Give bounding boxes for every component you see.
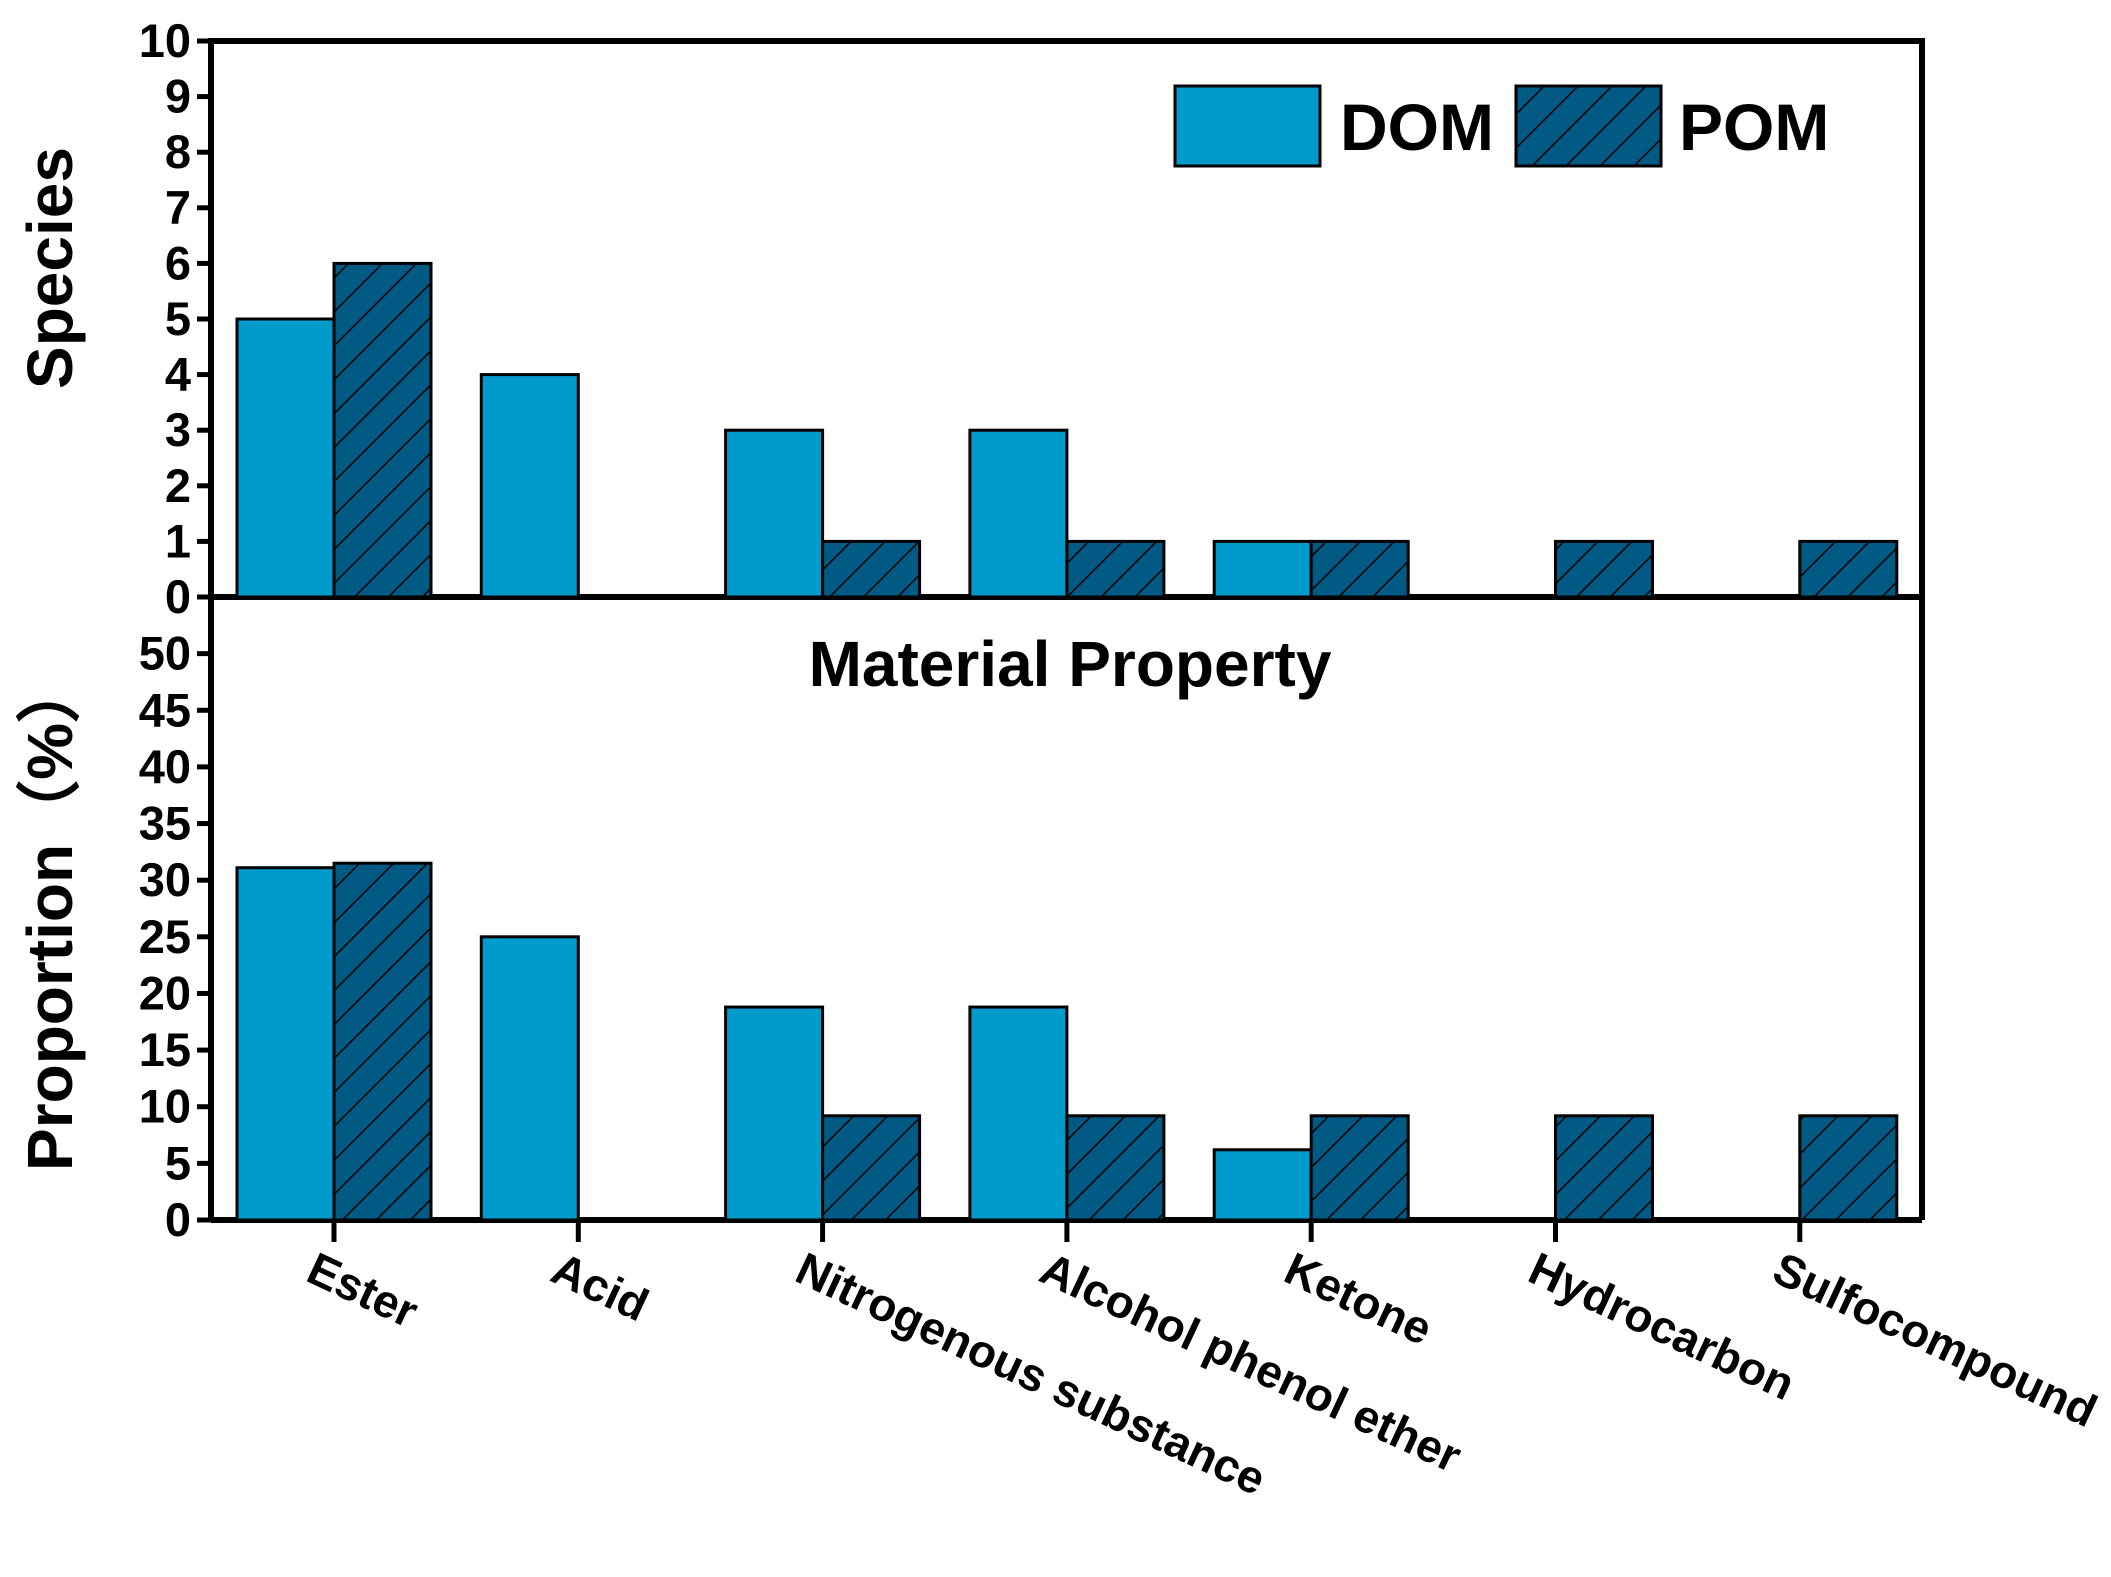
proportion-y-tick-label: 0 bbox=[165, 1193, 191, 1246]
species-bar-pom bbox=[1065, 539, 1166, 599]
proportion-y-tick-label: 45 bbox=[139, 683, 191, 736]
category-label: Sulfocompound bbox=[1766, 1242, 2105, 1437]
legend-swatch-pom bbox=[1514, 84, 1663, 168]
proportion-bar-pom bbox=[1798, 1114, 1899, 1222]
category-label: Ketone bbox=[1277, 1242, 1440, 1355]
species-y-tick-label: 2 bbox=[165, 459, 191, 512]
proportion-y-tick-label: 30 bbox=[139, 853, 191, 906]
species-bar-pom bbox=[332, 261, 433, 599]
species-bar-pom bbox=[1798, 539, 1899, 599]
legend-swatch-dom bbox=[1173, 84, 1322, 168]
species-bar-dom bbox=[235, 317, 336, 599]
species-bar-pom bbox=[1554, 539, 1654, 599]
proportion-bar-dom bbox=[968, 1005, 1069, 1222]
species-y-tick-label: 10 bbox=[139, 14, 191, 67]
species-y-tick-label: 6 bbox=[165, 236, 191, 289]
species-bar-dom bbox=[479, 373, 580, 599]
proportion-bar-pom bbox=[1065, 1114, 1166, 1222]
legend: DOM POM bbox=[1173, 84, 1829, 168]
species-y-tick-label: 3 bbox=[165, 403, 191, 456]
proportion-y-tick-label: 35 bbox=[139, 797, 191, 850]
proportion-bar-dom bbox=[724, 1005, 825, 1222]
proportion-bar-dom bbox=[235, 866, 336, 1222]
proportion-bar-pom bbox=[1554, 1114, 1654, 1222]
proportion-bar-dom bbox=[479, 935, 580, 1222]
species-bar-dom bbox=[724, 428, 825, 599]
species-y-tick-label: 8 bbox=[165, 125, 191, 178]
category-label: Hydrocarbon bbox=[1521, 1242, 1802, 1410]
species-bar-pom bbox=[821, 539, 922, 599]
material-property-title: Material Property bbox=[809, 628, 1332, 700]
proportion-y-tick-label: 40 bbox=[139, 740, 191, 793]
species-bar-dom bbox=[1212, 539, 1313, 599]
proportion-bar-pom bbox=[332, 861, 433, 1222]
legend-label-pom: POM bbox=[1679, 90, 1829, 164]
species-axis-title: Species bbox=[14, 147, 86, 389]
species-y-tick-label: 0 bbox=[165, 570, 191, 623]
category-label: Nitrogenous substance bbox=[788, 1242, 1273, 1505]
proportion-y-tick-label: 15 bbox=[139, 1023, 191, 1076]
species-bar-dom bbox=[968, 428, 1069, 599]
species-bar-pom bbox=[1309, 539, 1410, 599]
proportion-bar-pom bbox=[821, 1114, 922, 1222]
proportion-bar-pom bbox=[1309, 1114, 1410, 1222]
proportion-y-tick-label: 25 bbox=[139, 910, 191, 963]
proportion-y-tick-label: 20 bbox=[139, 966, 191, 1019]
proportion-y-tick-label: 5 bbox=[165, 1136, 191, 1189]
category-label: Acid bbox=[544, 1242, 656, 1331]
species-y-tick-label: 7 bbox=[165, 181, 191, 234]
proportion-bar-dom bbox=[1212, 1148, 1313, 1222]
species-y-tick-label: 9 bbox=[165, 70, 191, 123]
category-label: Ester bbox=[300, 1242, 426, 1338]
proportion-y-tick-label: 50 bbox=[139, 627, 191, 680]
species-y-tick-label: 4 bbox=[165, 348, 191, 401]
legend-label-dom: DOM bbox=[1340, 90, 1494, 164]
proportion-axis-title: Proportion（%） bbox=[14, 659, 86, 1171]
proportion-y-tick-label: 10 bbox=[139, 1080, 191, 1133]
species-y-tick-label: 5 bbox=[165, 292, 191, 345]
species-y-tick-label: 1 bbox=[165, 514, 191, 567]
